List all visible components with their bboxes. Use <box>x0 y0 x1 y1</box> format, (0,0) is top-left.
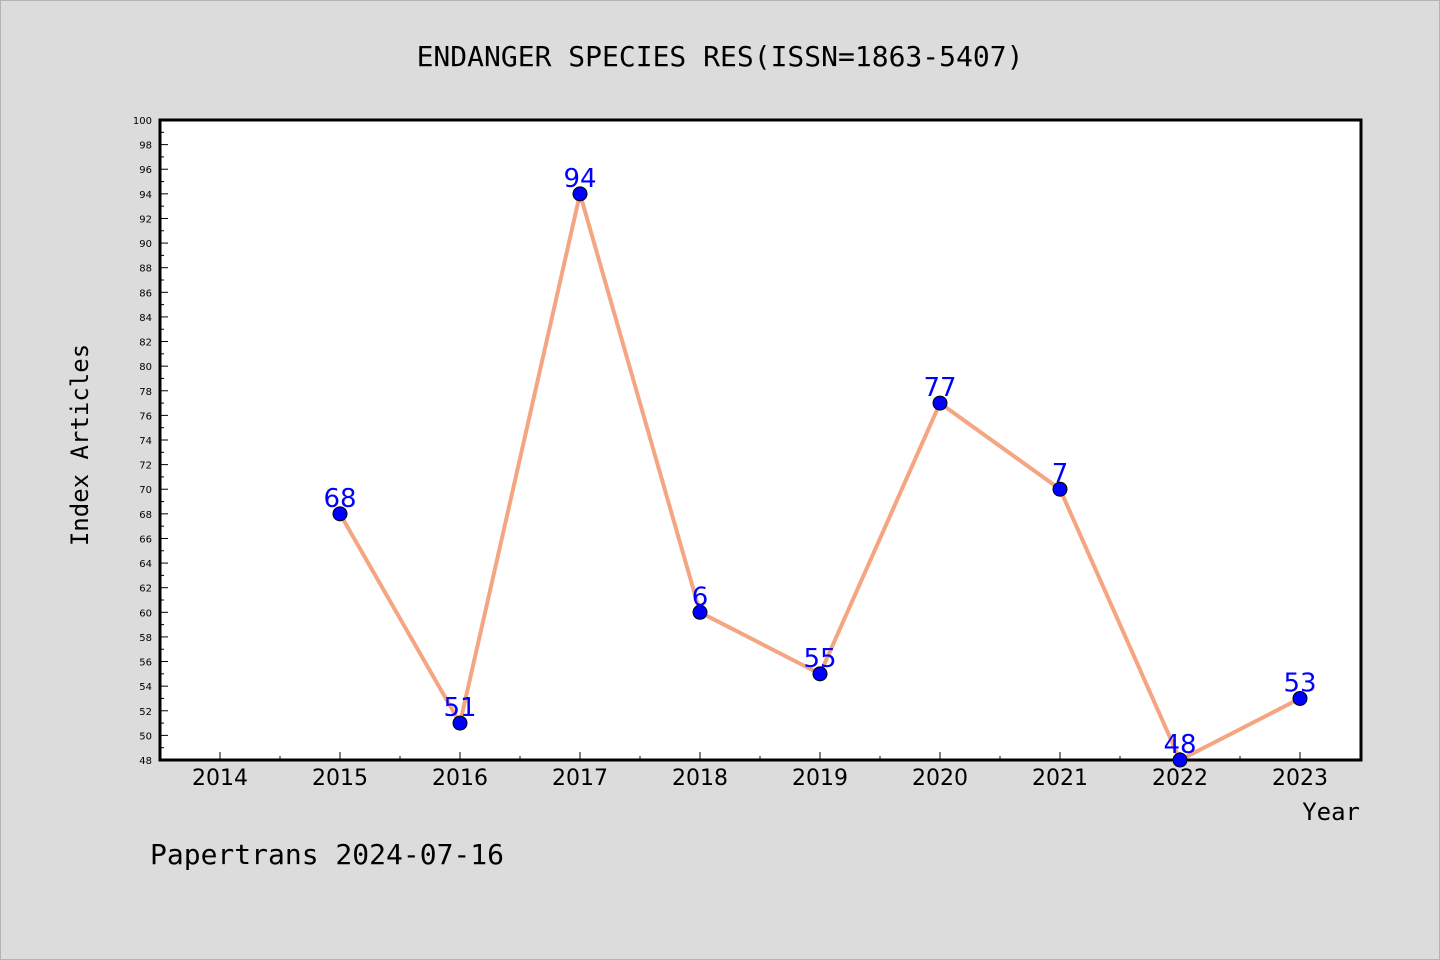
data-label: 48 <box>1163 730 1196 760</box>
y-tick-label: 94 <box>139 190 152 201</box>
y-tick-label: 90 <box>139 239 152 250</box>
x-tick-label: 2021 <box>1032 766 1088 791</box>
data-label: 7 <box>1052 459 1069 489</box>
data-point <box>692 604 708 620</box>
y-tick-label: 82 <box>139 338 152 349</box>
y-tick-label: 70 <box>139 485 152 496</box>
y-tick-label: 66 <box>139 534 152 545</box>
x-axis: 2014 2015 2016 2017 2018 2019 2020 2021 2022 2023 <box>192 752 1328 791</box>
data-label: 68 <box>323 484 356 514</box>
data-point <box>332 506 348 522</box>
y-tick-label: 72 <box>139 461 152 472</box>
data-point <box>932 395 948 411</box>
series-markers <box>332 186 1308 768</box>
y-tick-label: 80 <box>139 362 152 373</box>
y-axis-label: Index Articles <box>66 344 94 546</box>
data-point <box>452 715 468 731</box>
y-tick-label: 68 <box>139 510 152 521</box>
y-tick-label: 52 <box>139 707 152 718</box>
chart-title: ENDANGER SPECIES RES(ISSN=1863-5407) <box>417 40 1024 73</box>
y-tick-label: 74 <box>139 436 152 447</box>
y-tick-label: 86 <box>139 288 152 299</box>
y-tick-label: 84 <box>139 313 152 324</box>
data-point <box>572 186 588 202</box>
data-point <box>1172 752 1188 768</box>
y-tick-label: 78 <box>139 387 152 398</box>
data-label: 94 <box>563 164 596 194</box>
x-tick-label: 2017 <box>552 766 608 791</box>
y-axis: 48 50 52 54 56 58 60 62 64 66 68 70 72 74 76 78 80 82 84 86… <box>133 116 168 767</box>
y-tick-label: 54 <box>139 682 152 693</box>
y-tick-label: 92 <box>139 214 152 225</box>
y-tick-label: 96 <box>139 165 152 176</box>
data-label: 77 <box>923 373 956 403</box>
x-axis-label: Year <box>1302 798 1360 826</box>
x-tick-label: 2022 <box>1152 766 1208 791</box>
y-tick-label: 76 <box>139 411 152 422</box>
footer-credit: Papertrans 2024-07-16 <box>150 838 504 871</box>
y-tick-label: 64 <box>139 559 152 570</box>
x-tick-label: 2023 <box>1272 766 1328 791</box>
data-label: 6 <box>692 582 709 612</box>
y-tick-label: 58 <box>139 633 152 644</box>
data-label: 51 <box>443 693 476 723</box>
y-tick-label: 98 <box>139 141 152 152</box>
x-tick-label: 2016 <box>432 766 488 791</box>
data-point <box>1052 481 1068 497</box>
y-tick-label: 48 <box>139 756 152 767</box>
plot-area <box>158 118 1363 762</box>
data-label: 55 <box>803 644 836 674</box>
y-tick-label: 56 <box>139 658 152 669</box>
y-tick-label: 60 <box>139 608 152 619</box>
x-tick-label: 2014 <box>192 766 248 791</box>
x-tick-label: 2020 <box>912 766 968 791</box>
data-point <box>812 666 828 682</box>
x-tick-label: 2018 <box>672 766 728 791</box>
x-tick-label: 2015 <box>312 766 368 791</box>
y-tick-label: 50 <box>139 731 152 742</box>
y-tick-label: 100 <box>133 116 152 127</box>
y-tick-label: 88 <box>139 264 152 275</box>
data-point <box>1292 690 1308 706</box>
x-tick-label: 2019 <box>792 766 848 791</box>
y-tick-label: 62 <box>139 584 152 595</box>
data-label: 53 <box>1283 668 1316 698</box>
